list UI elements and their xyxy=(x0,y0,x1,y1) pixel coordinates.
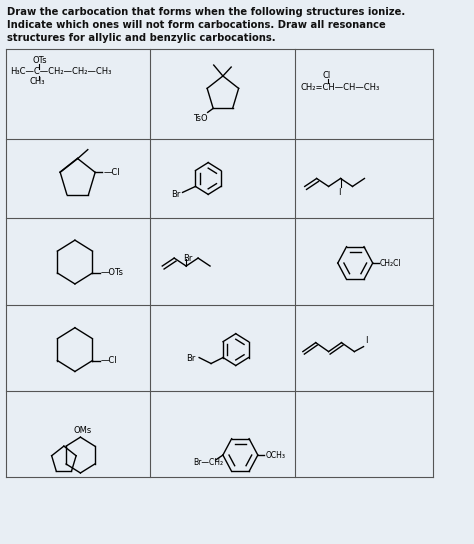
Text: OTs: OTs xyxy=(33,56,47,65)
Text: OMs: OMs xyxy=(73,426,91,435)
Text: —Cl: —Cl xyxy=(103,168,120,177)
Text: Br: Br xyxy=(183,254,193,263)
Text: structures for allylic and benzylic carbocations.: structures for allylic and benzylic carb… xyxy=(7,33,275,43)
Text: CH₃: CH₃ xyxy=(30,77,46,86)
Text: —OTs: —OTs xyxy=(100,269,124,277)
Text: CH₂Cl: CH₂Cl xyxy=(380,258,401,268)
Text: CH₂=CH—CH—CH₃: CH₂=CH—CH—CH₃ xyxy=(300,83,379,92)
Text: —Cl: —Cl xyxy=(100,356,118,365)
Text: I: I xyxy=(338,188,340,197)
Text: TsO: TsO xyxy=(193,114,208,123)
Text: OCH₃: OCH₃ xyxy=(265,450,285,460)
Text: Indicate which ones will not form carbocations. Draw all resonance: Indicate which ones will not form carboc… xyxy=(7,20,386,30)
Text: H₃C—C—CH₂—CH₂—CH₃: H₃C—C—CH₂—CH₂—CH₃ xyxy=(10,67,112,76)
Text: Br: Br xyxy=(186,354,196,363)
Text: I: I xyxy=(365,336,368,345)
Text: Br—CH₂: Br—CH₂ xyxy=(193,458,224,467)
Text: Br: Br xyxy=(172,190,181,199)
Text: Draw the carbocation that forms when the following structures ionize.: Draw the carbocation that forms when the… xyxy=(7,8,405,17)
Text: Cl: Cl xyxy=(323,71,331,80)
